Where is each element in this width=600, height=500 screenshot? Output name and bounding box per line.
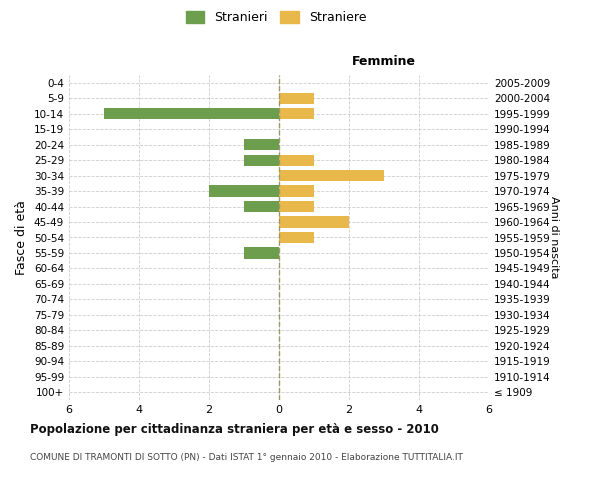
Bar — [279, 232, 314, 243]
Bar — [244, 201, 279, 212]
Text: Popolazione per cittadinanza straniera per età e sesso - 2010: Popolazione per cittadinanza straniera p… — [30, 422, 439, 436]
Bar — [279, 201, 314, 212]
Bar — [279, 154, 314, 166]
Y-axis label: Anni di nascita: Anni di nascita — [549, 196, 559, 279]
Legend: Stranieri, Straniere: Stranieri, Straniere — [181, 6, 371, 29]
Bar — [279, 186, 314, 196]
Bar — [279, 92, 314, 104]
Bar — [209, 186, 279, 196]
Bar — [104, 108, 279, 120]
Text: Femmine: Femmine — [352, 56, 416, 68]
Bar — [244, 248, 279, 258]
Y-axis label: Fasce di età: Fasce di età — [16, 200, 28, 275]
Bar — [279, 108, 314, 120]
Text: COMUNE DI TRAMONTI DI SOTTO (PN) - Dati ISTAT 1° gennaio 2010 - Elaborazione TUT: COMUNE DI TRAMONTI DI SOTTO (PN) - Dati … — [30, 452, 463, 462]
Bar — [279, 216, 349, 228]
Bar — [244, 139, 279, 150]
Bar — [279, 170, 384, 181]
Bar — [244, 154, 279, 166]
